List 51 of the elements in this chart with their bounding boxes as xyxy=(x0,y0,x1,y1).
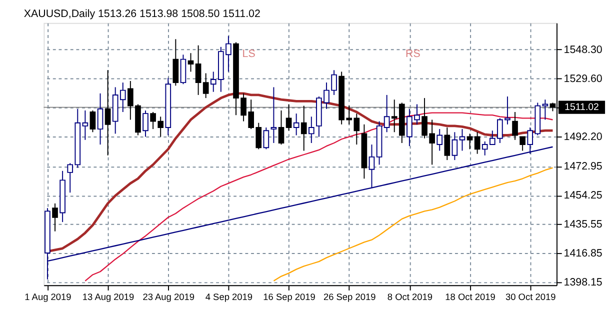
line-series xyxy=(273,167,554,282)
candlestick xyxy=(104,70,111,156)
candlestick xyxy=(384,94,390,133)
y-tick-label: 1492.20 xyxy=(564,130,602,143)
candlestick xyxy=(436,128,443,152)
y-tick-label: 1472.95 xyxy=(564,160,602,173)
candlestick xyxy=(452,132,458,161)
candlestick xyxy=(512,112,518,140)
x-tick-label: 8 Oct 2019 xyxy=(387,292,432,302)
annotation: RS xyxy=(406,48,420,60)
x-tick-label: 23 Aug 2019 xyxy=(142,292,195,302)
candlestick xyxy=(180,54,186,85)
candlestick xyxy=(52,202,58,232)
candlestick xyxy=(270,86,277,144)
candlestick xyxy=(142,110,148,138)
candlestick xyxy=(90,110,96,133)
y-tick-label: 1435.55 xyxy=(564,218,602,231)
line-series xyxy=(84,112,554,282)
candlestick xyxy=(172,38,179,86)
candlestick xyxy=(542,99,548,120)
candlestick xyxy=(286,104,292,132)
candlestick xyxy=(444,127,450,161)
candlestick xyxy=(202,72,209,99)
candlestick xyxy=(459,128,466,152)
candlestick xyxy=(195,44,202,96)
y-tick-label: 1548.30 xyxy=(564,44,602,56)
candlestick xyxy=(308,116,314,144)
x-tick-label: 1 Aug 2019 xyxy=(24,292,72,302)
y-tick-label: 1416.85 xyxy=(564,248,602,260)
x-tick-label: 4 Sep 2019 xyxy=(205,292,253,302)
x-tick-label: 13 Aug 2019 xyxy=(82,292,134,302)
candlestick xyxy=(474,132,480,154)
candlestick xyxy=(188,52,194,72)
candlestick xyxy=(82,110,88,140)
x-tick-label: 16 Sep 2019 xyxy=(263,292,316,302)
candlestick xyxy=(466,133,473,150)
y-tick-label: 1529.60 xyxy=(564,72,602,85)
x-tick-label: 18 Oct 2019 xyxy=(445,292,496,302)
chart-title: XAUUSD,Daily 1513.26 1513.98 1508.50 1511.02 xyxy=(24,8,260,20)
candlestick xyxy=(293,113,300,136)
candlestick xyxy=(520,136,526,152)
y-tick-label: 1398.15 xyxy=(564,276,602,289)
candlestick xyxy=(300,105,307,152)
annotation: LS xyxy=(242,48,256,60)
x-tick-label: 26 Sep 2019 xyxy=(323,292,376,302)
candlestick xyxy=(278,110,284,146)
candlestick xyxy=(263,127,270,150)
candlestick xyxy=(97,92,104,146)
x-tick-label: 30 Oct 2019 xyxy=(505,292,556,302)
y-tick-label: 1454.25 xyxy=(564,190,602,202)
ref-line-label: 1511.02 xyxy=(564,102,599,114)
